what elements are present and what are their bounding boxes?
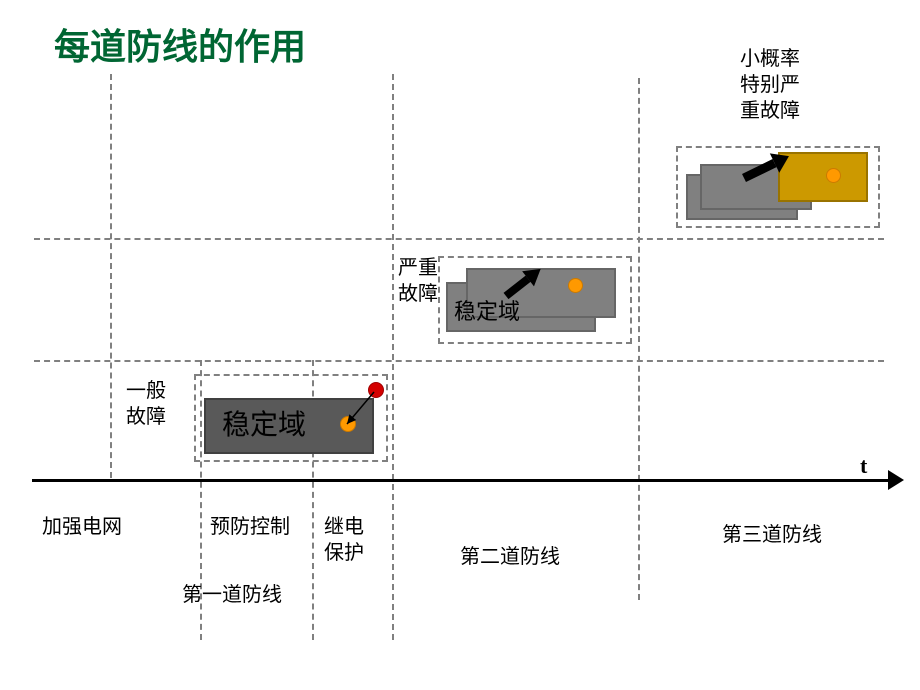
axis-t-label: t — [860, 452, 867, 481]
slide-title: 每道防线的作用 — [54, 18, 306, 70]
bottom-label-3: 第一道防线 — [182, 582, 282, 608]
grid-vline-0 — [110, 74, 112, 478]
r2-transition-arrow — [496, 266, 566, 326]
fault-label-0: 一般 故障 — [126, 378, 166, 430]
grid-hline-1 — [34, 238, 884, 240]
fault-label-1: 严重 故障 — [398, 255, 438, 307]
grid-hline-0 — [34, 360, 884, 362]
r3-operating-point-dot — [826, 168, 841, 183]
r2-operating-point-dot — [568, 278, 583, 293]
bottom-label-4: 第二道防线 — [460, 544, 560, 570]
grid-vline-4 — [638, 78, 640, 600]
bottom-label-0: 加强电网 — [42, 514, 122, 540]
fault-label-2: 小概率 特别严 重故障 — [740, 46, 800, 124]
bottom-label-1: 预防控制 — [210, 514, 290, 540]
axis-x-arrow — [888, 470, 904, 490]
axis-x — [32, 479, 888, 482]
r1-pullback-arrow — [337, 382, 384, 434]
bottom-label-2: 继电 保护 — [324, 514, 364, 566]
bottom-label-5: 第三道防线 — [722, 522, 822, 548]
r3-transition-arrow — [734, 148, 810, 208]
grid-vline-3 — [392, 74, 394, 640]
r1-box-label: 稳定域 — [222, 408, 306, 444]
